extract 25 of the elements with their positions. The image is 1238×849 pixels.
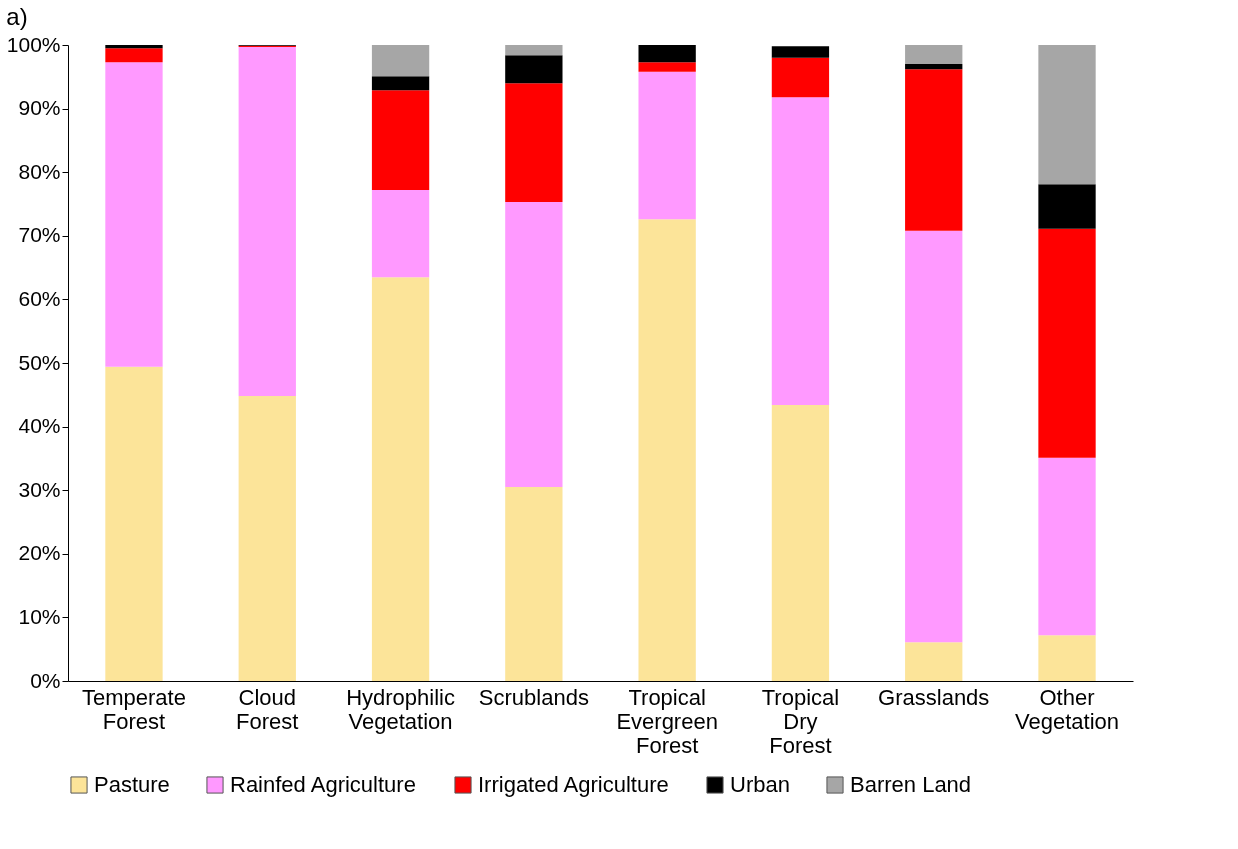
y-tick-label: 90% [18,96,61,120]
y-tick-label: 0% [30,668,61,692]
y-tick-label: 80% [18,159,61,183]
y-tick-label: 10% [18,604,61,628]
y-tick-label: 40% [18,414,61,438]
x-tick-label: Other Vegetation [1015,684,1120,734]
y-tick-label: 30% [18,477,61,501]
y-tick-label: 20% [18,541,61,565]
x-tick-label: Hydrophilic Vegetation [346,684,455,734]
x-tick-label: Tropical Dry Forest [761,684,840,758]
x-tick-label: Grasslands [878,684,990,710]
x-tick-label: Cloud Forest [236,684,299,734]
x-tick-label: Tropical Evergreen Forest [616,684,718,758]
legend-label: Pasture [94,772,170,797]
y-tick-label: 60% [18,286,61,310]
legend-label: Barren Land [850,772,972,797]
y-tick-label: 50% [18,350,61,374]
x-tick-label: Temperate Forest [82,684,186,734]
legend-label: Urban [730,772,790,797]
chart-title: a) [6,3,28,30]
legend-label: Irrigated Agriculture [478,772,669,797]
legend-label: Rainfed Agriculture [230,772,416,797]
y-tick-label: 100% [6,32,61,56]
y-tick-label: 70% [18,223,61,247]
x-tick-label: Scrublands [478,684,589,710]
